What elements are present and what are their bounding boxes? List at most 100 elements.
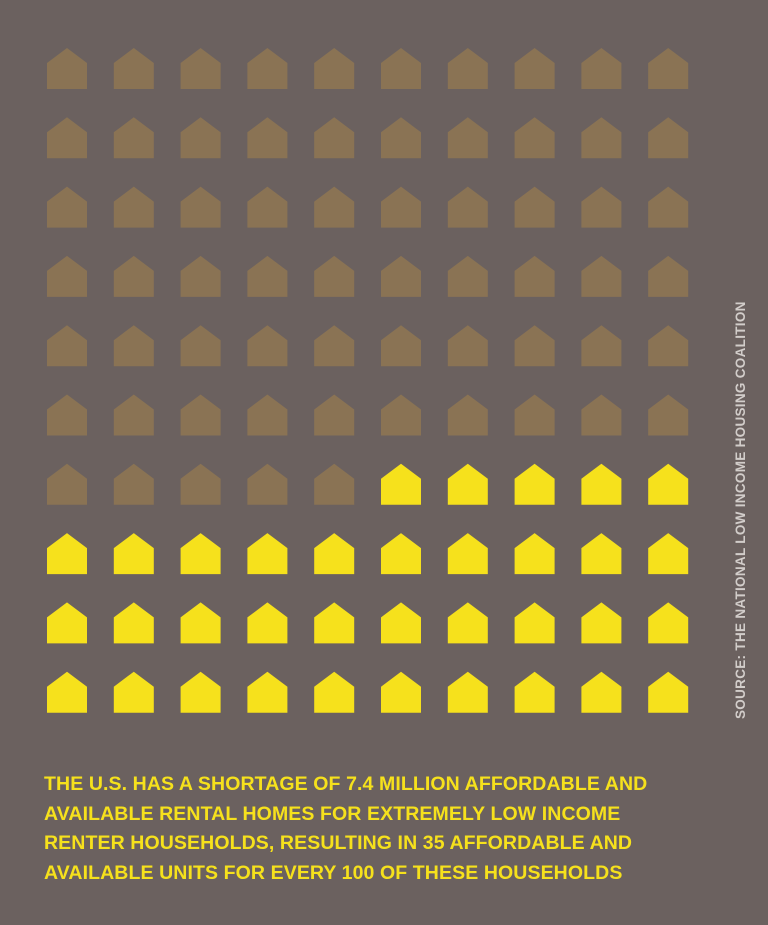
house-icon (247, 186, 288, 228)
house-icon (381, 602, 421, 644)
house-icon-array (47, 48, 689, 713)
house-icon (648, 394, 689, 436)
house-icon (381, 255, 421, 297)
house-icon (447, 325, 488, 367)
house-icon (113, 186, 154, 228)
house-icon (581, 602, 622, 644)
house-icon (247, 463, 288, 505)
house-icon (247, 602, 288, 644)
house-icon (581, 117, 622, 159)
house-icon (314, 48, 355, 89)
house-icon (314, 255, 355, 297)
house-icon (113, 117, 154, 159)
house-icon (648, 671, 689, 713)
house-icon (180, 117, 221, 159)
house-icon (581, 255, 622, 297)
house-icon (113, 394, 154, 436)
house-icon (314, 394, 355, 436)
house-icon (113, 671, 154, 713)
house-icon (514, 48, 555, 89)
house-icon (648, 602, 689, 644)
house-icon (514, 463, 555, 505)
house-icon (381, 394, 421, 436)
house-icon (648, 117, 689, 159)
house-icon (381, 186, 421, 228)
house-icon (514, 186, 555, 228)
house-icon (180, 48, 221, 89)
house-icon (514, 671, 555, 713)
house-icon (180, 186, 221, 228)
house-icon (180, 463, 221, 505)
house-icon (514, 255, 555, 297)
house-icon (180, 671, 221, 713)
house-icon (47, 533, 87, 575)
house-icon (581, 671, 622, 713)
house-icon (314, 325, 355, 367)
house-icon (113, 48, 154, 89)
house-icon (648, 533, 689, 575)
house-icon (247, 533, 288, 575)
house-icon (447, 394, 488, 436)
house-icon (314, 602, 355, 644)
house-icon (247, 255, 288, 297)
house-icon (47, 463, 87, 505)
caption-line: RENTER HOUSEHOLDS, RESULTING IN 35 AFFOR… (44, 832, 633, 854)
house-icon (247, 671, 288, 713)
house-icon (314, 533, 355, 575)
house-icon (381, 48, 421, 89)
house-icon (581, 394, 622, 436)
source-label: SOURCE: THE NATIONAL LOW INCOME HOUSING … (733, 301, 748, 719)
house-icon (314, 671, 355, 713)
house-icon (581, 325, 622, 367)
house-icon (47, 325, 87, 367)
house-icon (514, 533, 555, 575)
house-icon (648, 325, 689, 367)
house-icon (447, 463, 488, 505)
house-icon (381, 533, 421, 575)
caption: THE U.S. HAS A SHORTAGE OF 7.4 MILLION A… (44, 770, 724, 888)
house-icon (247, 325, 288, 367)
house-icon (381, 671, 421, 713)
house-icon (113, 463, 154, 505)
house-icon (47, 602, 87, 644)
house-icon (47, 186, 87, 228)
house-icon (514, 602, 555, 644)
house-icon (514, 117, 555, 159)
caption-line: AVAILABLE UNITS FOR EVERY 100 OF THESE H… (44, 861, 623, 884)
house-icon (581, 533, 622, 575)
house-icon (381, 325, 421, 367)
house-icon (381, 463, 421, 505)
house-icon (47, 671, 87, 713)
house-icon (180, 602, 221, 644)
house-icon (447, 671, 488, 713)
caption-line: THE U.S. HAS A SHORTAGE OF 7.4 MILLION A… (44, 773, 648, 795)
house-icon (113, 533, 154, 575)
house-icon (447, 48, 488, 89)
house-icon (648, 255, 689, 297)
house-icon (113, 602, 154, 644)
house-icon (113, 325, 154, 367)
house-icon (514, 325, 555, 367)
house-icon (447, 117, 488, 159)
house-icon (581, 463, 622, 505)
house-icon (314, 117, 355, 159)
house-icon (247, 394, 288, 436)
house-icon (381, 117, 421, 159)
house-icon (447, 602, 488, 644)
house-icon (648, 186, 689, 228)
house-icon (581, 48, 622, 89)
house-icon (314, 463, 355, 505)
house-icon (581, 186, 622, 228)
house-icon (180, 325, 221, 367)
house-icon (314, 186, 355, 228)
house-icon (447, 186, 488, 228)
house-icon (648, 463, 689, 505)
house-icon (514, 394, 555, 436)
house-icon (47, 394, 87, 436)
house-icon (180, 533, 221, 575)
house-icon (113, 255, 154, 297)
house-icon (648, 48, 689, 89)
house-icon (447, 255, 488, 297)
house-icon (447, 533, 488, 575)
house-icon (247, 48, 288, 89)
